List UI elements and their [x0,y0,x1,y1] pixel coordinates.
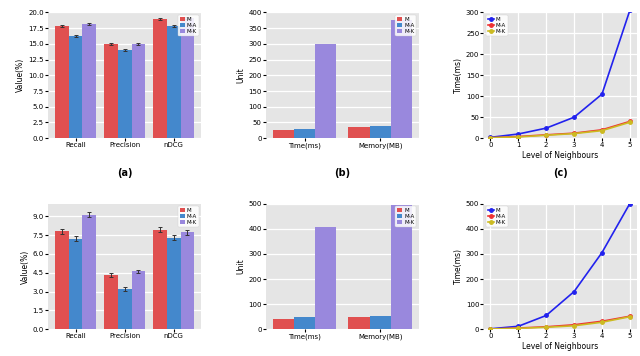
Legend: M, M-A, M-K: M, M-A, M-K [396,206,416,227]
M-A [486,327,494,331]
M-K [486,327,494,331]
M [542,313,550,318]
X-axis label: Level of Neighbours: Level of Neighbours [522,151,598,160]
M [486,327,494,331]
M-A [570,323,578,327]
Bar [273,130,294,138]
Bar [391,205,412,329]
Bar [348,317,370,329]
Text: (a): (a) [117,168,132,178]
Y-axis label: Value(%): Value(%) [21,249,30,284]
Bar [55,231,68,329]
Bar [180,232,195,329]
Text: (c): (c) [553,168,568,178]
M-A [626,119,634,124]
M-K [626,120,634,124]
M [626,201,634,206]
Bar [391,20,412,138]
M [486,135,494,140]
M [570,289,578,294]
Bar [167,26,180,138]
Line: M-A: M-A [489,314,632,331]
Bar [273,319,294,329]
M-K [626,315,634,319]
Bar [55,26,68,138]
Bar [104,275,118,329]
M-A [486,136,494,140]
M-K [598,129,606,133]
M [515,324,522,329]
Bar [167,237,180,329]
Line: M-A: M-A [489,120,632,140]
M-A [598,319,606,323]
Y-axis label: Unit: Unit [236,67,245,83]
M [570,115,578,119]
Bar [153,19,167,138]
Y-axis label: Time(ms): Time(ms) [454,248,463,284]
M [626,8,634,12]
Bar [83,215,96,329]
Y-axis label: Time(ms): Time(ms) [454,57,463,93]
M-A [542,325,550,329]
Bar [315,44,337,138]
Line: M: M [489,202,632,330]
M-A [570,131,578,135]
Y-axis label: Value(%): Value(%) [16,58,26,93]
M-K [570,324,578,328]
M [515,132,522,136]
Bar [104,44,118,138]
Bar [118,50,132,138]
M-A [626,314,634,318]
Y-axis label: Unit: Unit [236,258,245,274]
Legend: M, M-A, M-K: M, M-A, M-K [396,15,416,36]
Bar [132,272,145,329]
M [598,251,606,255]
M [598,92,606,96]
M [542,126,550,130]
Bar [118,289,132,329]
X-axis label: Level of Neighbours: Level of Neighbours [522,342,598,351]
Bar [348,127,370,138]
Legend: M, M-A, M-K: M, M-A, M-K [486,15,508,36]
M-A [515,326,522,330]
Bar [180,18,195,138]
Bar [370,316,391,329]
M-A [542,133,550,137]
M-K [542,133,550,137]
Line: M-K: M-K [489,121,632,140]
Bar [68,36,83,138]
Bar [294,129,315,138]
M-K [598,320,606,324]
M-K [486,136,494,140]
Line: M-K: M-K [489,315,632,331]
M-A [598,128,606,132]
Legend: M, M-A, M-K: M, M-A, M-K [178,206,198,227]
M-K [542,325,550,329]
Text: (b): (b) [334,168,351,178]
Line: M: M [489,9,632,139]
Legend: M, M-A, M-K: M, M-A, M-K [486,206,508,227]
Bar [370,126,391,138]
M-K [570,131,578,136]
Bar [68,239,83,329]
Bar [153,230,167,329]
M-K [515,326,522,330]
Bar [83,25,96,138]
M-A [515,134,522,138]
Legend: M, M-A, M-K: M, M-A, M-K [178,15,198,36]
Bar [132,44,145,138]
Bar [315,227,337,329]
Bar [294,317,315,329]
M-K [515,135,522,139]
